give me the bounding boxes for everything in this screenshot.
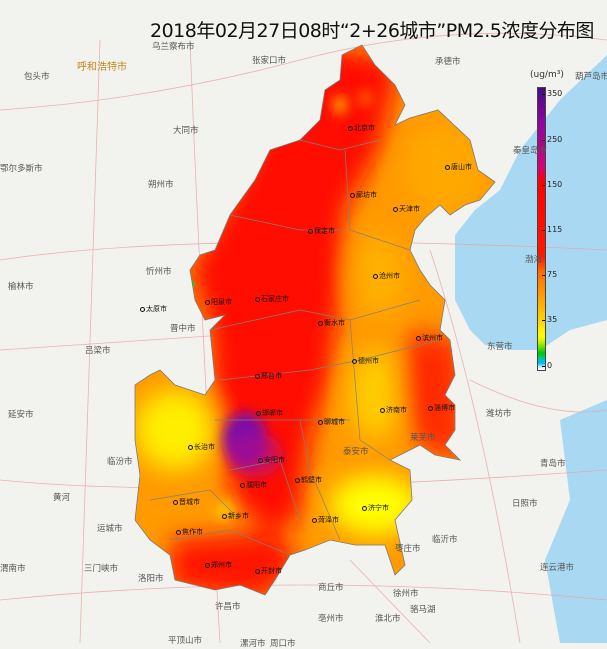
field-hotspot-beijing bbox=[334, 96, 346, 114]
basemap-label: 潍坊市 bbox=[486, 409, 512, 419]
basemap-label: 张家口市 bbox=[252, 56, 287, 66]
basemap-label: 许昌市 bbox=[215, 602, 241, 612]
field-yellow-jinan bbox=[350, 350, 400, 440]
city-label: 北京市 bbox=[348, 123, 375, 133]
basemap-label: 周口市 bbox=[270, 639, 296, 649]
field-hotspot-beijing2 bbox=[360, 91, 370, 105]
basemap-label: 亳州市 bbox=[318, 614, 344, 624]
city-label: 沧州市 bbox=[373, 271, 400, 281]
city-label: 长治市 bbox=[188, 442, 215, 452]
basemap-label: 莱芜市 bbox=[410, 433, 436, 443]
legend-tick: 0 bbox=[541, 361, 553, 370]
city-label: 聊城市 bbox=[318, 417, 345, 427]
basemap-label: 包头市 bbox=[24, 72, 50, 82]
basemap-label: 秦皇岛市 bbox=[513, 146, 548, 156]
city-label: 淄博市 bbox=[428, 403, 455, 413]
city-label: 滨州市 bbox=[416, 333, 443, 343]
basemap-label: 洛阳市 bbox=[138, 574, 164, 584]
city-label: 菏泽市 bbox=[312, 515, 339, 525]
legend-color-bar bbox=[537, 87, 546, 371]
field-yellow-changzhi bbox=[135, 390, 215, 470]
basemap-label: 徐州市 bbox=[393, 589, 419, 599]
city-label: 邢台市 bbox=[255, 371, 282, 381]
sea-bohai bbox=[455, 55, 607, 350]
city-label: 石家庄市 bbox=[255, 294, 289, 304]
basemap-label: 榆林市 bbox=[8, 282, 34, 292]
basemap-label: 吕梁市 bbox=[85, 346, 111, 356]
city-label: 德州市 bbox=[352, 356, 379, 366]
basemap-label: 日照市 bbox=[512, 499, 538, 509]
basemap-label: 呼和浩特市 bbox=[77, 62, 127, 73]
city-label: 衡水市 bbox=[318, 318, 345, 328]
legend-tick: 250 bbox=[541, 135, 563, 144]
basemap-label: 忻州市 bbox=[146, 267, 172, 277]
legend-tick: 150 bbox=[541, 180, 563, 189]
field-red bbox=[190, 45, 400, 530]
city-label: 开封市 bbox=[255, 566, 282, 576]
city-label: 安阳市 bbox=[258, 455, 285, 465]
field-red-east bbox=[400, 330, 465, 460]
basemap-label: 葫芦岛市 bbox=[575, 72, 607, 82]
basemap-label: 乌兰察布市 bbox=[152, 42, 195, 52]
basemap-label: 东营市 bbox=[487, 342, 513, 352]
map-title: 2018年02月27日08时“2+26城市”PM2.5浓度分布图 bbox=[150, 20, 594, 42]
city-label: 保定市 bbox=[308, 226, 335, 236]
city-label: 郑州市 bbox=[205, 560, 232, 570]
city-label: 济南市 bbox=[380, 405, 407, 415]
basemap-label: 三门峡市 bbox=[84, 564, 119, 574]
basemap-label: 临沂市 bbox=[432, 535, 458, 545]
city-label: 唐山市 bbox=[445, 162, 472, 172]
basemap-label: 淮北市 bbox=[375, 614, 401, 624]
basemap-label: 渤海 bbox=[525, 255, 543, 265]
basemap-label: 泰安市 bbox=[343, 447, 369, 457]
basemap-label: 临汾市 bbox=[107, 457, 133, 467]
city-label: 天津市 bbox=[393, 204, 420, 214]
city-label: 晋城市 bbox=[173, 497, 200, 507]
legend-tick: 35 bbox=[541, 315, 558, 324]
sea-yellow bbox=[545, 400, 607, 643]
basemap-label: 延安市 bbox=[8, 410, 34, 420]
basemap-label: 承德市 bbox=[435, 57, 461, 67]
basemap-label: 渭南市 bbox=[0, 564, 26, 574]
city-label: 焦作市 bbox=[176, 527, 203, 537]
city-label: 鹤壁市 bbox=[295, 475, 322, 485]
basemap-label: 商丘市 bbox=[318, 583, 344, 593]
basemap-label: 骆马湖 bbox=[410, 605, 436, 615]
basemap-label: 平顶山市 bbox=[168, 636, 203, 646]
legend-tick: 115 bbox=[541, 225, 563, 234]
basemap-label: 鄂尔多斯市 bbox=[0, 164, 43, 174]
field-red-south bbox=[170, 530, 300, 595]
basemap-label: 大同市 bbox=[173, 126, 199, 136]
basemap-label: 运城市 bbox=[97, 524, 123, 534]
road-network bbox=[0, 32, 607, 643]
city-label: 太原市 bbox=[140, 304, 167, 314]
basemap-label: 青岛市 bbox=[540, 459, 566, 469]
basemap-label: 漯河市 bbox=[240, 639, 266, 649]
basemap-label: 朔州市 bbox=[148, 180, 174, 190]
field-magenta bbox=[227, 433, 283, 477]
city-label: 新乡市 bbox=[222, 511, 249, 521]
legend-unit: (ug/m³) bbox=[530, 70, 564, 80]
basemap-label: 黄河 bbox=[53, 493, 71, 503]
city-label: 济宁市 bbox=[362, 503, 389, 513]
city-label: 邯郸市 bbox=[256, 408, 283, 418]
city-label: 阳泉市 bbox=[205, 297, 232, 307]
basemap-label: 晋中市 bbox=[170, 324, 196, 334]
legend-tick: 75 bbox=[541, 270, 558, 279]
city-label: 濮阳市 bbox=[240, 480, 267, 490]
basemap-label: 连云港市 bbox=[540, 563, 575, 573]
legend-tick: 350 bbox=[541, 89, 563, 98]
basemap-label: 枣庄市 bbox=[395, 544, 421, 554]
city-label: 廊坊市 bbox=[350, 190, 377, 200]
